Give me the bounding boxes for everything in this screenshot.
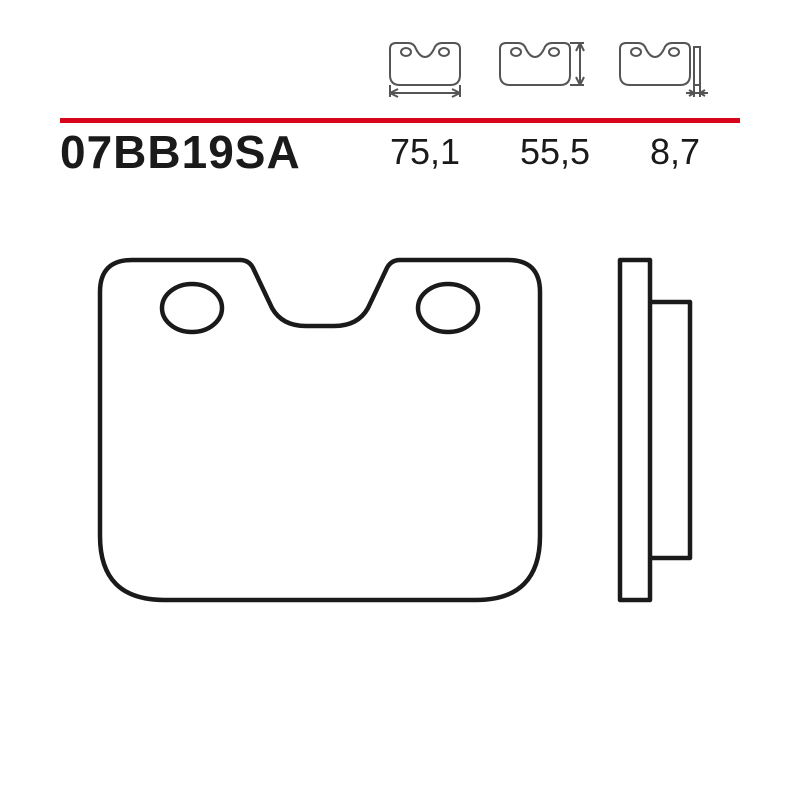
width-dimension-icon	[380, 35, 470, 100]
brake-pad-side-view	[620, 260, 690, 600]
mounting-hole-left	[162, 284, 222, 332]
height-dimension-icon	[490, 35, 590, 100]
product-spec-card: 07BB19SA 75,1 55,5 8,7	[0, 0, 800, 800]
mounting-hole-right	[418, 284, 478, 332]
separator-rule	[60, 110, 740, 115]
width-value: 75,1	[380, 131, 470, 173]
header-icons-row	[60, 35, 740, 105]
thickness-dimension-icon	[610, 35, 710, 100]
thickness-value: 8,7	[640, 131, 710, 173]
technical-drawing	[50, 250, 750, 700]
dimension-icons-group	[380, 35, 710, 100]
part-number: 07BB19SA	[60, 125, 301, 179]
dimension-values: 75,1 55,5 8,7	[380, 131, 710, 173]
height-value: 55,5	[510, 131, 600, 173]
brake-pad-front-outline	[100, 260, 540, 600]
spec-data-row: 07BB19SA 75,1 55,5 8,7	[60, 125, 740, 175]
